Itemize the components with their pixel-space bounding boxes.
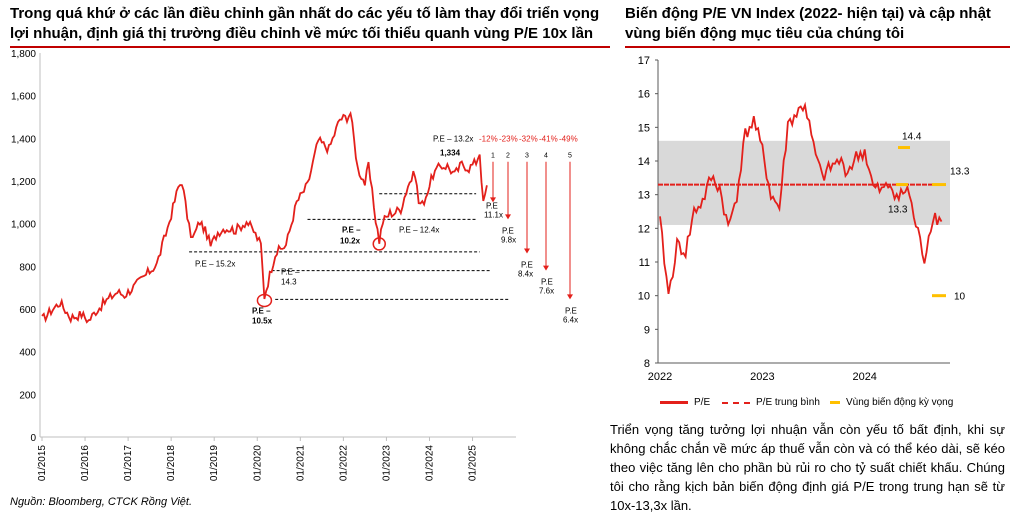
scenario-number: 5 (568, 153, 572, 160)
average-value-label: 13.3 (950, 167, 970, 178)
left-title-rule (10, 46, 610, 48)
pe-11-1-label-b: 11.1x (484, 210, 503, 219)
peak-value-label: 1,334 (440, 148, 461, 157)
x-tick-label: 2024 (852, 371, 876, 383)
y-tick-label: 12 (638, 223, 650, 235)
legend-pe-avg-label: P/E trung bình (756, 397, 820, 408)
left-chart-title: Trong quá khứ ở các lần điều chỉnh gần n… (10, 5, 600, 42)
vnindex-series-line (41, 110, 488, 324)
y-tick-label: 13 (638, 190, 650, 202)
commentary-text: Triển vọng tăng tưởng lợi nhuận vẫn còn … (610, 422, 1005, 513)
pe-11-1-label-a: P.E (486, 201, 498, 210)
pct-label: -23% (499, 134, 518, 143)
pct-label: -12% (479, 134, 498, 143)
y-tick-label: 14 (638, 156, 650, 168)
right-title-rule (625, 46, 1010, 48)
y-tick-label: 1,400 (11, 134, 36, 145)
legend-target: Vùng biến động kỳ vọng (830, 397, 953, 408)
low-2022-circle (372, 237, 387, 251)
legend-pe-label: P/E (694, 397, 711, 408)
y-tick-label: 800 (19, 262, 36, 273)
scenario-arrowhead (490, 197, 496, 203)
x-tick-label: 01/2019 (209, 445, 220, 482)
x-tick-label: 2022 (648, 371, 672, 383)
x-tick-label: 2023 (750, 371, 774, 383)
y-tick-label: 15 (638, 122, 650, 134)
pe-15-2-label: P.E – 15.2x (195, 260, 235, 269)
pe-8-4-label-b: 8.4x (518, 270, 533, 279)
right-chart-title: Biến động P/E VN Index (2022- hiện tại) … (625, 5, 991, 42)
pe-10-5-label-b: 10.5x (252, 316, 273, 325)
y-tick-label: 1,200 (11, 177, 36, 188)
y-tick-label: 9 (644, 324, 650, 336)
source-note: Nguồn: Bloomberg, CTCK Rồng Việt. (10, 496, 192, 508)
x-tick-label: 01/2018 (166, 445, 177, 482)
y-tick-label: 17 (638, 55, 650, 67)
y-tick-label: 11 (639, 257, 650, 269)
y-tick-label: 10 (638, 291, 650, 303)
covid-low-circle (256, 293, 273, 308)
legend-target-label: Vùng biến động kỳ vọng (846, 397, 954, 408)
scenario-number: 2 (506, 153, 510, 160)
y-tick-label: 0 (30, 433, 36, 444)
scenario-arrowhead (567, 294, 573, 300)
scenario-number: 4 (544, 153, 548, 160)
legend-pe-avg: P/E trung bình (722, 397, 820, 408)
pe-7-6-label-a: P.E (541, 278, 553, 287)
x-tick-label: 01/2015 (37, 445, 48, 482)
target-lower-label: 10 (954, 292, 966, 303)
pe-9-8-label-b: 9.8x (501, 235, 516, 244)
scenario-arrowhead (543, 265, 549, 271)
x-tick-label: 01/2016 (80, 445, 91, 482)
scenario-arrowhead (524, 248, 530, 254)
pct-label: -32% (519, 134, 538, 143)
pe-6-4-label-a: P.E (565, 306, 577, 315)
y-tick-label: 1,600 (11, 92, 36, 103)
pe-6-4-label-b: 6.4x (563, 315, 578, 324)
pct-label: -49% (559, 134, 578, 143)
pe-10-2-label-a: P.E – (342, 225, 361, 234)
x-tick-label: 01/2017 (123, 445, 134, 482)
x-tick-label: 01/2025 (468, 445, 479, 482)
scenario-arrowhead (505, 214, 511, 220)
x-tick-label: 01/2022 (338, 445, 349, 482)
x-tick-label: 01/2020 (252, 445, 263, 482)
legend-pe-avg-swatch (722, 401, 750, 404)
pe-14-3-label-a: P.E – (281, 268, 300, 277)
scenario-number: 3 (525, 153, 529, 160)
y-tick-label: 1,000 (11, 220, 36, 231)
y-tick-label: 1,800 (11, 49, 36, 60)
pe-9-8-label-a: P.E (502, 226, 514, 235)
scenario-number: 1 (491, 153, 495, 160)
x-tick-label: 01/2021 (295, 445, 306, 482)
legend-pe: P/E (660, 397, 710, 408)
pct-label: -41% (539, 134, 558, 143)
pe-12-4-label: P.E – 12.4x (399, 225, 439, 234)
target-upper-label: 14.4 (902, 132, 922, 143)
pe-chart: 8 9 10 11 12 13 14 15 16 17 2022 2023 2024 14.4 13.3 13… (638, 55, 970, 383)
target-mid-label: 13.3 (888, 205, 908, 216)
x-tick-label: 01/2024 (424, 445, 435, 482)
pe-7-6-label-b: 7.6x (539, 287, 554, 296)
pe-8-4-label-a: P.E (521, 261, 533, 270)
vnindex-chart: 0 200 400 600 800 1,000 1,200 1,400 1,600 1,800 01… (11, 49, 578, 482)
pe-series-line (659, 101, 943, 295)
pe-10-5-label-a: P.E – (252, 306, 271, 315)
pe-10-2-label-b: 10.2x (340, 236, 361, 245)
pe-14-3-label-b: 14.3 (281, 278, 297, 287)
legend-pe-swatch (660, 401, 688, 404)
y-tick-label: 400 (19, 348, 36, 359)
x-tick-label: 01/2023 (381, 445, 392, 482)
y-tick-label: 600 (19, 305, 36, 316)
y-tick-label: 8 (644, 358, 650, 370)
legend-target-swatch (830, 401, 840, 404)
pe-13-2-label: P.E – 13.2x (433, 134, 473, 143)
y-tick-label: 16 (638, 89, 650, 101)
y-tick-label: 200 (19, 390, 36, 401)
